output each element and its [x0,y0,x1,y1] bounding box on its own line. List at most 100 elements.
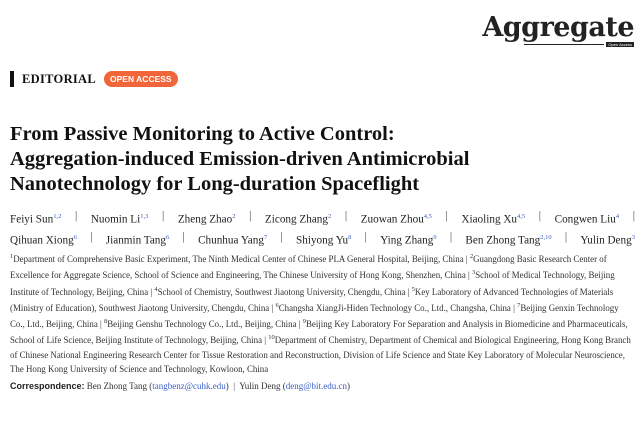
author-row: Qihuan Xiong6 | Jianmin Tang6 | Chunhua Yang… [10,229,635,250]
author-name: Zuowan Zhou [360,213,424,226]
affiliation-number: 9 [302,318,306,326]
affiliation-number: 6 [275,301,279,309]
author-affiliation-ref: 6 [73,233,77,241]
author-affiliation-ref: 4,5 [423,213,432,220]
author-affiliation-ref: 3 [631,233,635,241]
affiliation-number: 1 [10,253,14,260]
separator: | [449,230,453,243]
separator: | [74,210,78,222]
author-affiliation-ref: 4 [615,213,620,220]
separator: | [182,230,185,243]
article-title: From Passive Monitoring to Active Contro… [10,122,630,197]
author-affiliation-ref: 6 [166,233,170,241]
author-name: Xiaoling Xu [461,213,518,226]
affiliation: 3School of Medical Technology, Beijing I… [10,269,615,297]
author-name: Shiyong Yu [296,234,349,247]
author-affiliation-ref: 2,10 [540,233,552,241]
journal-name: Aggregate [482,12,634,43]
corr-name: Yulin Deng [239,381,281,391]
affiliation-text: School of Medical Technology, Beijing In… [10,270,615,297]
affiliation-text: Beijing Genxin Technology Co., Ltd., Bei… [10,302,619,330]
affiliation-text: Department of Comprehensive Basic Experi… [13,253,464,264]
affiliation-number: 7 [517,301,521,309]
author-name: Zheng Zhao [177,213,233,226]
author-name: Feiyi Sun [10,213,54,226]
author-name: Qihuan Xiong [10,234,74,247]
section-marker [10,71,14,87]
correspondence: Correspondence: Ben Zhong Tang (tangbenz… [10,381,350,391]
separator: | [344,210,348,222]
logo-rule [524,44,604,45]
author-list: Feiyi Sun1,2 | Nuomin Li1,3 | Zheng Zhao2 | Zi… [10,208,635,249]
affiliation: 10Department of Chemistry, Department of… [10,334,631,374]
author-name: Congwen Liu [554,213,616,226]
affiliation: 7Beijing Genxin Technology Co., Ltd., Be… [10,301,619,330]
author-name: Yulin Deng [580,234,632,247]
affiliation-text: Guangdong Basic Research Center of Excel… [10,253,607,281]
affiliation: 5Key Laboratory of Advanced Technologies… [10,285,614,313]
separator: | [161,210,165,222]
affiliation-text: Beijing Genshu Technology Co., Ltd., Bei… [107,319,297,330]
author-name: Ying Zhang [380,234,434,247]
separator: | [280,230,283,243]
author-name: Zicong Zhang [264,213,328,226]
affiliations: 1Department of Comprehensive Basic Exper… [10,253,631,374]
separator: | [445,210,448,222]
author-name: Ben Zhong Tang [465,234,541,247]
author[interactable]: Zuowan Zhou4,5 [361,208,432,229]
separator: | [90,230,93,243]
author-affiliation-ref: 2 [232,213,236,220]
author-affiliation-ref: 9 [433,233,437,241]
separator: | [364,230,367,243]
article-type: EDITORIAL [22,71,97,86]
author[interactable]: Shiyong Yu8 [296,229,351,250]
affiliation: 2Guangdong Basic Research Center of Exce… [10,253,607,281]
author[interactable]: Feiyi Sun1,2 [10,208,61,229]
affiliation-number: 10 [268,334,275,342]
author[interactable]: Zheng Zhao2 [178,208,236,229]
author-affiliation-ref: 1,3 [140,213,149,220]
author[interactable]: Ben Zhong Tang2,10 [465,229,551,250]
journal-logo: Aggregate Open Access [482,12,634,47]
author-name: Chunhua Yang [198,234,264,247]
affiliation: 8Beijing Genshu Technology Co., Ltd., Be… [103,318,297,330]
author[interactable]: Ying Zhang9 [380,229,436,250]
affiliation: 4School of Chemistry, Southwest Jiaotong… [154,285,406,297]
affiliation-text: Department of Chemistry, Department of C… [10,335,631,374]
author-name: Nuomin Li [90,213,141,226]
email-link[interactable]: tangbenz@cuhk.edu [152,381,226,391]
author-affiliation-ref: 8 [348,233,352,241]
separator: | [632,210,635,222]
author[interactable]: Jianmin Tang6 [106,229,169,250]
separator: | [230,381,238,391]
affiliation-number: 5 [411,285,415,293]
affiliation: 1Department of Comprehensive Basic Exper… [10,253,464,264]
affiliation-text: Key Laboratory of Advanced Technologies … [10,286,614,313]
journal-tagline: Open Access [606,42,634,47]
title-line: From Passive Monitoring to Active Contro… [10,123,395,145]
author[interactable]: Xiaoling Xu4,5 [461,208,525,229]
author-affiliation-ref: 1,2 [53,213,62,220]
separator: | [249,210,252,222]
author-row: Feiyi Sun1,2 | Nuomin Li1,3 | Zheng Zhao2 | Zi… [10,208,635,229]
affiliation-number: 3 [472,269,476,277]
affiliation-number: 4 [154,285,158,293]
email-link[interactable]: deng@bit.edu.cn [285,381,347,391]
open-access-badge: OPEN ACCESS [104,71,178,87]
author[interactable]: Congwen Liu4 [555,208,619,229]
affiliation-number: 8 [103,318,108,326]
author[interactable]: Nuomin Li1,3 [91,208,149,229]
affiliation: 6Changsha XiangJi-Hiden Technology Co., … [275,301,511,313]
affiliation-text: School of Chemistry, Southwest Jiaotong … [157,286,406,297]
author[interactable]: Zicong Zhang2 [265,208,331,229]
author-affiliation-ref: 7 [263,233,268,241]
author[interactable]: Qihuan Xiong6 [10,229,77,250]
affiliation-text: Beijing Key Laboratory For Separation an… [10,319,628,346]
corr-name: Ben Zhong Tang [86,381,147,391]
affiliation-text: Changsha XiangJi-Hiden Technology Co., L… [278,302,511,313]
author[interactable]: Yulin Deng3 [580,229,635,250]
author[interactable]: Chunhua Yang7 [198,229,267,250]
title-line: Aggregation-induced Emission-driven Anti… [10,148,470,170]
separator: | [564,230,568,243]
author-affiliation-ref: 2 [328,213,332,220]
